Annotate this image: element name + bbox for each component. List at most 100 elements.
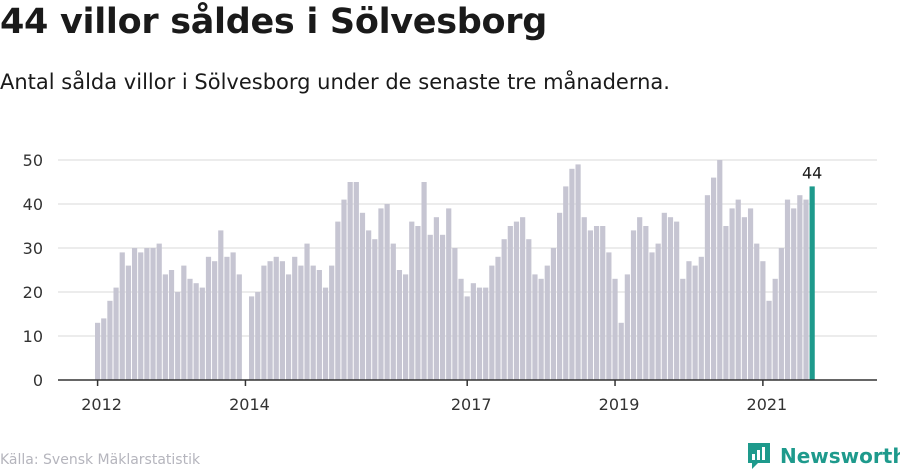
bar (661, 212, 667, 380)
bar (470, 283, 476, 380)
bar (261, 265, 267, 380)
bar (452, 248, 458, 380)
bar (181, 265, 187, 380)
bar (310, 265, 316, 380)
bar (550, 248, 557, 380)
bar (150, 248, 156, 380)
bar (483, 287, 489, 380)
bar (249, 296, 255, 380)
x-tick-label: 2014 (229, 395, 270, 414)
bar (747, 208, 754, 380)
bar (741, 217, 747, 380)
bar (156, 243, 162, 380)
bar (803, 199, 809, 380)
bar (144, 248, 150, 380)
bar (643, 226, 649, 380)
bar (495, 256, 501, 380)
bar (507, 226, 513, 380)
bar (520, 217, 526, 380)
bar (717, 160, 723, 380)
bar (409, 221, 415, 380)
bar (119, 252, 125, 380)
x-axis (58, 379, 877, 386)
bar-chart: 0 10 20 30 40 50 2012 2014 2017 2019 2021 44 (23, 151, 877, 414)
bar (760, 261, 766, 380)
bar (538, 278, 544, 380)
bar (667, 217, 674, 380)
bar (421, 182, 427, 380)
x-tick-label: 2017 (451, 395, 492, 414)
bar (255, 292, 261, 380)
bar (778, 248, 784, 380)
bar (292, 256, 298, 380)
bar (563, 186, 569, 380)
bar (674, 221, 680, 380)
bar (735, 199, 741, 380)
bar (95, 322, 101, 380)
bar (205, 256, 212, 380)
bar (649, 252, 655, 380)
bar (637, 217, 643, 380)
y-tick-label: 20 (23, 283, 43, 302)
bar (692, 265, 698, 380)
bar (513, 221, 520, 380)
x-axis-labels: 2012 2014 2017 2019 2021 (81, 395, 787, 414)
bar (113, 287, 119, 380)
annotations: 44 (802, 163, 822, 182)
y-tick-label: 30 (23, 239, 43, 258)
bar (704, 195, 711, 380)
brand-name: Newsworthy (780, 444, 900, 468)
bar (624, 274, 630, 380)
bar (784, 199, 791, 380)
bar (347, 182, 353, 380)
bar (729, 208, 735, 380)
bar (772, 278, 778, 380)
bar (569, 168, 575, 380)
y-tick-label: 10 (23, 327, 43, 346)
newsworthy-logo-icon (748, 443, 770, 469)
bar (212, 261, 218, 380)
bar (630, 230, 637, 380)
bar (403, 274, 409, 380)
bars (95, 160, 815, 380)
bar (606, 252, 612, 380)
bar (322, 287, 329, 380)
bar (587, 230, 593, 380)
bar (544, 265, 550, 380)
bar (298, 265, 304, 380)
chart-subtitle: Antal sålda villor i Sölvesborg under de… (0, 70, 670, 94)
bar (791, 208, 797, 380)
bar (464, 296, 470, 380)
highlight-value-label: 44 (802, 163, 822, 182)
y-axis-labels: 0 10 20 30 40 50 (23, 151, 43, 390)
bar (193, 283, 199, 380)
bar (353, 182, 359, 380)
bar (618, 322, 624, 380)
bar (335, 221, 341, 380)
bar (125, 265, 131, 380)
bar (581, 217, 587, 380)
bar (439, 234, 446, 380)
bar (754, 243, 760, 380)
bar (501, 239, 507, 380)
bar (489, 265, 495, 380)
bar (236, 274, 242, 380)
bar (359, 212, 366, 380)
bar (230, 252, 236, 380)
bar (341, 199, 347, 380)
bar (162, 274, 168, 380)
bar (378, 208, 384, 380)
bar (285, 274, 292, 380)
bar (384, 204, 390, 380)
x-tick-label: 2019 (599, 395, 640, 414)
brand-logo: Newsworthy (746, 441, 900, 471)
bar (187, 278, 193, 380)
chart-title: 44 villor såldes i Sölvesborg (0, 2, 547, 42)
bar (273, 256, 279, 380)
bar (476, 287, 483, 380)
bar (107, 300, 113, 380)
bar (593, 226, 600, 380)
bar (396, 270, 403, 380)
bar (101, 318, 107, 380)
bar (218, 230, 224, 380)
